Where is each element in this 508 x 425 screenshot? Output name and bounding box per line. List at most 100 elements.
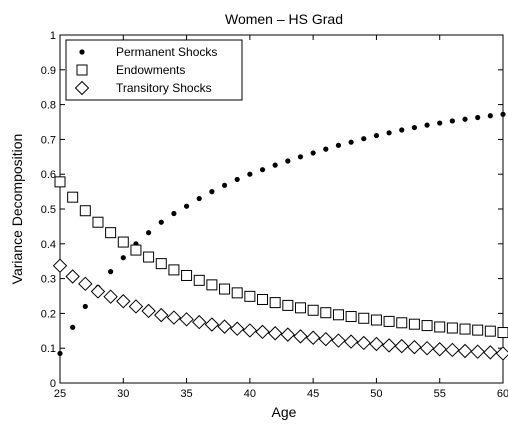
data-point	[120, 255, 126, 261]
data-point	[247, 171, 253, 177]
data-point	[348, 139, 354, 145]
data-point	[432, 342, 447, 357]
data-point	[408, 318, 420, 330]
data-point	[394, 338, 409, 354]
data-point	[57, 350, 63, 357]
data-point	[356, 335, 371, 351]
y-tick-label: 0.1	[41, 343, 56, 355]
series-transitory-shocks	[52, 258, 508, 361]
data-point	[141, 303, 156, 319]
data-point	[462, 116, 468, 122]
data-point	[318, 331, 334, 347]
data-point	[183, 203, 190, 209]
data-point	[472, 324, 484, 336]
data-point	[242, 323, 258, 338]
data-point	[335, 142, 342, 148]
data-point	[52, 258, 68, 273]
legend-label: Endowments	[116, 63, 185, 77]
legend-box	[65, 39, 243, 101]
data-point	[272, 162, 278, 168]
data-point	[484, 325, 496, 337]
data-point	[358, 312, 370, 324]
data-point	[293, 329, 308, 344]
data-point	[67, 191, 79, 203]
y-tick-label: 0	[50, 378, 56, 390]
data-point	[445, 342, 460, 358]
data-point	[92, 216, 104, 228]
data-point	[143, 251, 155, 263]
data-point	[497, 327, 508, 339]
y-axis-title: Variance Decomposition	[9, 134, 25, 285]
data-point	[421, 320, 433, 332]
data-point	[419, 340, 435, 356]
x-tick-label: 35	[180, 388, 192, 400]
data-point	[457, 343, 473, 359]
data-point	[217, 319, 232, 334]
data-point	[155, 258, 167, 270]
data-point	[305, 330, 321, 345]
data-point	[343, 334, 359, 349]
x-tick-label: 25	[54, 388, 66, 400]
legend: Permanent Shocks Endowments Transitory Sho…	[65, 39, 243, 101]
data-point	[103, 289, 118, 304]
data-point	[196, 195, 202, 202]
data-point	[192, 314, 207, 330]
data-point	[65, 269, 80, 284]
data-point	[257, 293, 269, 305]
data-point	[117, 236, 129, 248]
x-tick-label: 30	[117, 388, 129, 400]
y-tick-label: 0.7	[41, 134, 56, 146]
data-point	[269, 297, 281, 309]
data-point	[483, 345, 498, 360]
data-point	[229, 321, 245, 336]
y-tick-label: 0.3	[41, 274, 56, 286]
data-series	[52, 111, 508, 361]
x-tick-label: 60	[497, 388, 508, 400]
data-point	[267, 326, 283, 341]
y-tick-label: 1	[50, 30, 56, 42]
data-point	[345, 311, 357, 323]
data-point	[280, 327, 296, 342]
data-point	[221, 182, 228, 188]
series-endowments	[54, 176, 508, 339]
data-point	[396, 317, 408, 329]
legend-marker	[74, 80, 90, 96]
y-tick-label: 0.8	[41, 100, 56, 112]
data-point	[154, 307, 169, 323]
data-point	[297, 154, 304, 160]
data-point	[294, 302, 306, 314]
y-tick-label: 0.4	[41, 239, 56, 251]
data-point	[166, 310, 182, 325]
data-point	[234, 176, 240, 183]
data-point	[130, 244, 142, 256]
data-point	[373, 132, 380, 139]
y-axis-ticks: 0 0.1 0.2 0.3 0.4 0.5 0.6 0.7 0.8 0.9 1	[41, 30, 503, 390]
data-point	[475, 114, 481, 121]
data-point	[383, 315, 395, 327]
data-point	[446, 322, 458, 334]
data-point	[146, 230, 152, 236]
data-point	[206, 279, 218, 291]
data-point	[434, 321, 446, 333]
data-point	[399, 127, 405, 133]
legend-marker	[79, 49, 85, 55]
data-point	[255, 324, 270, 340]
data-point	[459, 323, 471, 335]
x-tick-label: 55	[434, 388, 446, 400]
data-point	[204, 317, 220, 332]
legend-label: Permanent Shocks	[116, 45, 217, 59]
series-permanent-shocks	[57, 111, 506, 357]
data-point	[168, 264, 180, 276]
x-tick-label: 50	[370, 388, 382, 400]
y-tick-label: 0.6	[41, 169, 56, 181]
data-point	[307, 304, 319, 316]
data-point	[116, 294, 131, 309]
data-point	[424, 122, 430, 128]
data-point	[323, 146, 329, 152]
data-point	[231, 287, 243, 299]
legend-marker	[76, 64, 88, 76]
chart-title: Women – HS Grad	[225, 11, 343, 27]
data-point	[158, 219, 164, 225]
